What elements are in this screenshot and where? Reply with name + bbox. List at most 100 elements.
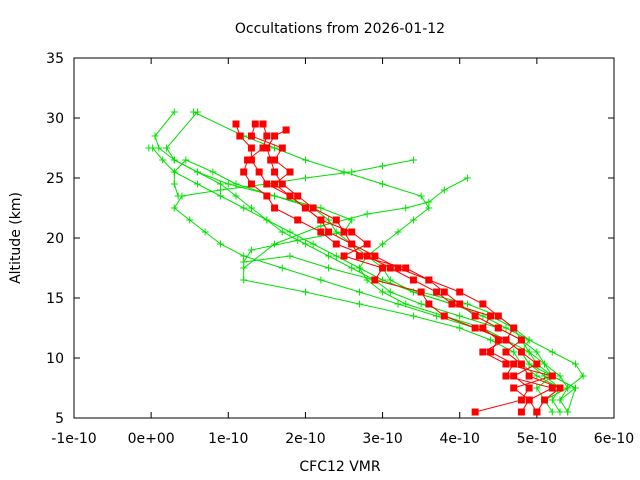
data-point bbox=[301, 174, 309, 182]
data-point bbox=[294, 236, 302, 244]
data-point bbox=[425, 198, 433, 206]
data-point bbox=[247, 156, 255, 164]
x-tick-label: 4e-10 bbox=[440, 431, 480, 447]
data-point bbox=[286, 192, 294, 200]
data-point bbox=[340, 252, 348, 260]
data-point bbox=[379, 240, 387, 248]
data-point bbox=[533, 360, 541, 368]
x-tick-label: 6e-10 bbox=[594, 431, 634, 447]
data-point bbox=[456, 288, 464, 296]
chart-title: Occultations from 2026-01-12 bbox=[235, 21, 445, 37]
data-point bbox=[267, 156, 275, 164]
series-occultation-j bbox=[263, 126, 564, 416]
data-point bbox=[571, 360, 579, 368]
data-point bbox=[425, 204, 433, 212]
data-point bbox=[379, 180, 387, 188]
data-point bbox=[240, 204, 248, 212]
data-point bbox=[240, 168, 248, 176]
data-point bbox=[170, 156, 178, 164]
data-point bbox=[201, 228, 209, 236]
data-point bbox=[541, 396, 549, 404]
x-tick-label: 0e+00 bbox=[128, 431, 175, 447]
data-point bbox=[263, 216, 271, 224]
data-point bbox=[332, 252, 340, 260]
data-point bbox=[502, 336, 510, 344]
data-point bbox=[433, 288, 441, 296]
data-point bbox=[348, 240, 356, 248]
data-point bbox=[332, 216, 340, 224]
data-point bbox=[425, 276, 433, 284]
data-point bbox=[240, 276, 248, 284]
data-point bbox=[533, 372, 541, 380]
data-point bbox=[463, 300, 471, 308]
y-tick-label: 10 bbox=[46, 351, 64, 367]
data-point bbox=[217, 186, 225, 194]
data-point bbox=[525, 336, 533, 344]
data-point bbox=[355, 264, 363, 272]
data-point bbox=[409, 156, 417, 164]
data-point bbox=[394, 228, 402, 236]
data-point bbox=[170, 108, 178, 116]
data-point bbox=[325, 216, 333, 224]
data-point bbox=[487, 336, 495, 344]
data-point bbox=[371, 252, 379, 260]
data-point bbox=[182, 156, 190, 164]
series-line bbox=[243, 177, 561, 413]
data-point bbox=[487, 312, 495, 320]
data-point bbox=[163, 144, 171, 152]
data-point bbox=[193, 180, 201, 188]
data-point bbox=[456, 324, 464, 332]
data-point bbox=[217, 240, 225, 248]
y-tick-label: 35 bbox=[46, 51, 64, 67]
data-point bbox=[510, 360, 518, 368]
data-point bbox=[363, 276, 371, 284]
data-point bbox=[332, 240, 340, 248]
data-point bbox=[510, 324, 518, 332]
data-point bbox=[317, 228, 325, 236]
data-point bbox=[379, 288, 387, 296]
data-point bbox=[348, 228, 356, 236]
data-point bbox=[159, 156, 167, 164]
data-point bbox=[217, 192, 225, 200]
y-tick-label: 15 bbox=[46, 291, 64, 307]
data-point bbox=[494, 336, 502, 344]
data-point bbox=[317, 216, 325, 224]
data-point bbox=[502, 324, 510, 332]
data-point bbox=[548, 372, 556, 380]
data-point bbox=[348, 264, 356, 272]
data-point bbox=[379, 162, 387, 170]
data-point bbox=[363, 210, 371, 218]
data-point bbox=[325, 264, 333, 272]
data-point bbox=[363, 240, 371, 248]
data-point bbox=[263, 132, 271, 140]
data-point bbox=[209, 168, 217, 176]
data-point bbox=[471, 324, 479, 332]
x-axis: -1e-10 0e+00 1e-10 2e-10 3e-10 4e-10 5e-10 6e-1… bbox=[51, 58, 634, 447]
data-point bbox=[456, 300, 464, 308]
data-point bbox=[517, 348, 525, 356]
y-tick-label: 30 bbox=[46, 111, 64, 127]
data-point bbox=[240, 258, 248, 266]
y-axis-label: Altitude (km) bbox=[8, 192, 24, 284]
series-occultation-a bbox=[151, 108, 579, 416]
data-point bbox=[271, 168, 279, 176]
data-point bbox=[145, 144, 153, 152]
series-line bbox=[266, 129, 562, 413]
x-tick-label: 5e-10 bbox=[517, 431, 557, 447]
data-point bbox=[263, 192, 271, 200]
data-point bbox=[286, 252, 294, 260]
data-point bbox=[251, 120, 259, 128]
series-line bbox=[250, 123, 555, 413]
y-tick-label: 5 bbox=[55, 411, 64, 427]
data-point bbox=[556, 372, 564, 380]
data-point bbox=[240, 252, 248, 260]
data-point bbox=[525, 396, 533, 404]
data-point bbox=[355, 252, 363, 260]
data-point bbox=[247, 204, 255, 212]
data-point bbox=[409, 312, 417, 320]
data-point bbox=[244, 156, 252, 164]
data-point bbox=[579, 372, 587, 380]
data-point bbox=[355, 300, 363, 308]
data-point bbox=[440, 186, 448, 194]
data-point bbox=[247, 144, 255, 152]
